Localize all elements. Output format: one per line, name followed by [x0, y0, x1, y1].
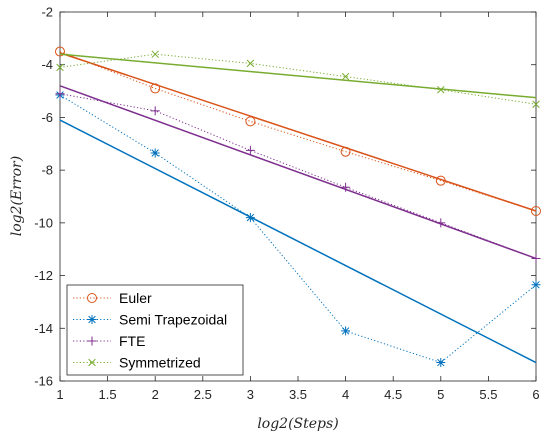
data-point-symmetrized	[246, 59, 255, 68]
series-symmetrized	[56, 50, 540, 108]
y-tick-label: -12	[34, 268, 53, 283]
data-point-euler	[531, 205, 541, 216]
data-point-symmetrized	[56, 63, 64, 72]
y-axis-ticks: -2 -4 -6 -8 -10 -12 -14 -16	[34, 5, 536, 389]
legend-marker-fte	[87, 336, 97, 346]
fit-line-euler	[59, 52, 537, 212]
y-tick-label: -14	[34, 321, 53, 336]
data-point-euler	[245, 116, 256, 127]
data-point-semi-trapezoidal	[436, 358, 446, 368]
y-tick-label: -4	[41, 57, 53, 72]
y-tick-label: -10	[34, 215, 53, 230]
data-line-euler	[59, 51, 537, 212]
data-point-symmetrized	[151, 50, 159, 58]
data-point-fte	[55, 89, 65, 99]
x-tick-label: 4.5	[384, 387, 402, 402]
data-point-semi-trapezoidal	[245, 213, 255, 223]
y-tick-label: -6	[41, 110, 53, 125]
data-point-symmetrized	[437, 86, 445, 94]
data-point-semi-trapezoidal	[531, 280, 541, 290]
legend-label-semi-trapezoidal: Semi Trapezoidal	[119, 312, 227, 328]
x-tick-label: 6	[532, 387, 539, 402]
data-point-euler	[150, 83, 161, 94]
legend-marker-semi-trapezoidal	[87, 315, 97, 324]
fit-line-semi-trapezoidal	[59, 119, 537, 364]
x-tick-label: 2.5	[194, 387, 212, 402]
data-point-euler	[435, 175, 446, 186]
data-point-fte	[341, 182, 351, 192]
x-tick-label: 5	[437, 387, 444, 402]
data-point-symmetrized	[341, 72, 350, 81]
y-tick-label: -16	[34, 374, 53, 389]
data-line-semi-trapezoidal	[59, 94, 537, 364]
x-tick-label: 4	[342, 387, 349, 402]
x-axis-label: log2(Steps)	[257, 416, 338, 432]
legend-label-euler: Euler	[119, 290, 152, 306]
series-euler	[55, 46, 541, 216]
data-point-euler	[340, 146, 351, 157]
data-point-fte	[436, 218, 446, 228]
data-point-euler	[55, 46, 65, 57]
legend-label-fte: FTE	[119, 333, 145, 349]
x-tick-label: 3.5	[289, 387, 307, 402]
legend: Euler Semi Trapezoidal FTE Symmetrized	[66, 284, 244, 376]
data-point-symmetrized	[532, 100, 540, 108]
legend-label-symmetrized: Symmetrized	[119, 355, 201, 371]
fit-line-symmetrized	[59, 53, 537, 99]
fit-line-fte	[59, 85, 537, 260]
x-tick-label: 3	[247, 387, 254, 402]
legend-marker-symmetrized	[88, 358, 96, 367]
x-tick-label: 1.5	[99, 387, 117, 402]
y-axis-label: log2(Error)	[9, 156, 25, 236]
x-tick-label: 1	[56, 387, 63, 402]
data-point-semi-trapezoidal	[341, 326, 351, 336]
x-tick-label: 5.5	[479, 387, 497, 402]
y-tick-label: -8	[41, 163, 53, 178]
x-axis-ticks: 1 1.5 2 2.5 3 3.5 4 4.5 5 5.5 6	[56, 12, 540, 402]
data-point-fte	[245, 145, 255, 155]
data-point-fte	[531, 253, 541, 263]
x-tick-label: 2	[152, 387, 159, 402]
series-layer	[55, 46, 541, 368]
y-tick-label: -2	[41, 5, 53, 20]
data-point-semi-trapezoidal	[150, 148, 160, 158]
legend-marker-euler	[87, 293, 97, 303]
data-point-fte	[150, 106, 160, 116]
series-fte	[55, 85, 541, 263]
